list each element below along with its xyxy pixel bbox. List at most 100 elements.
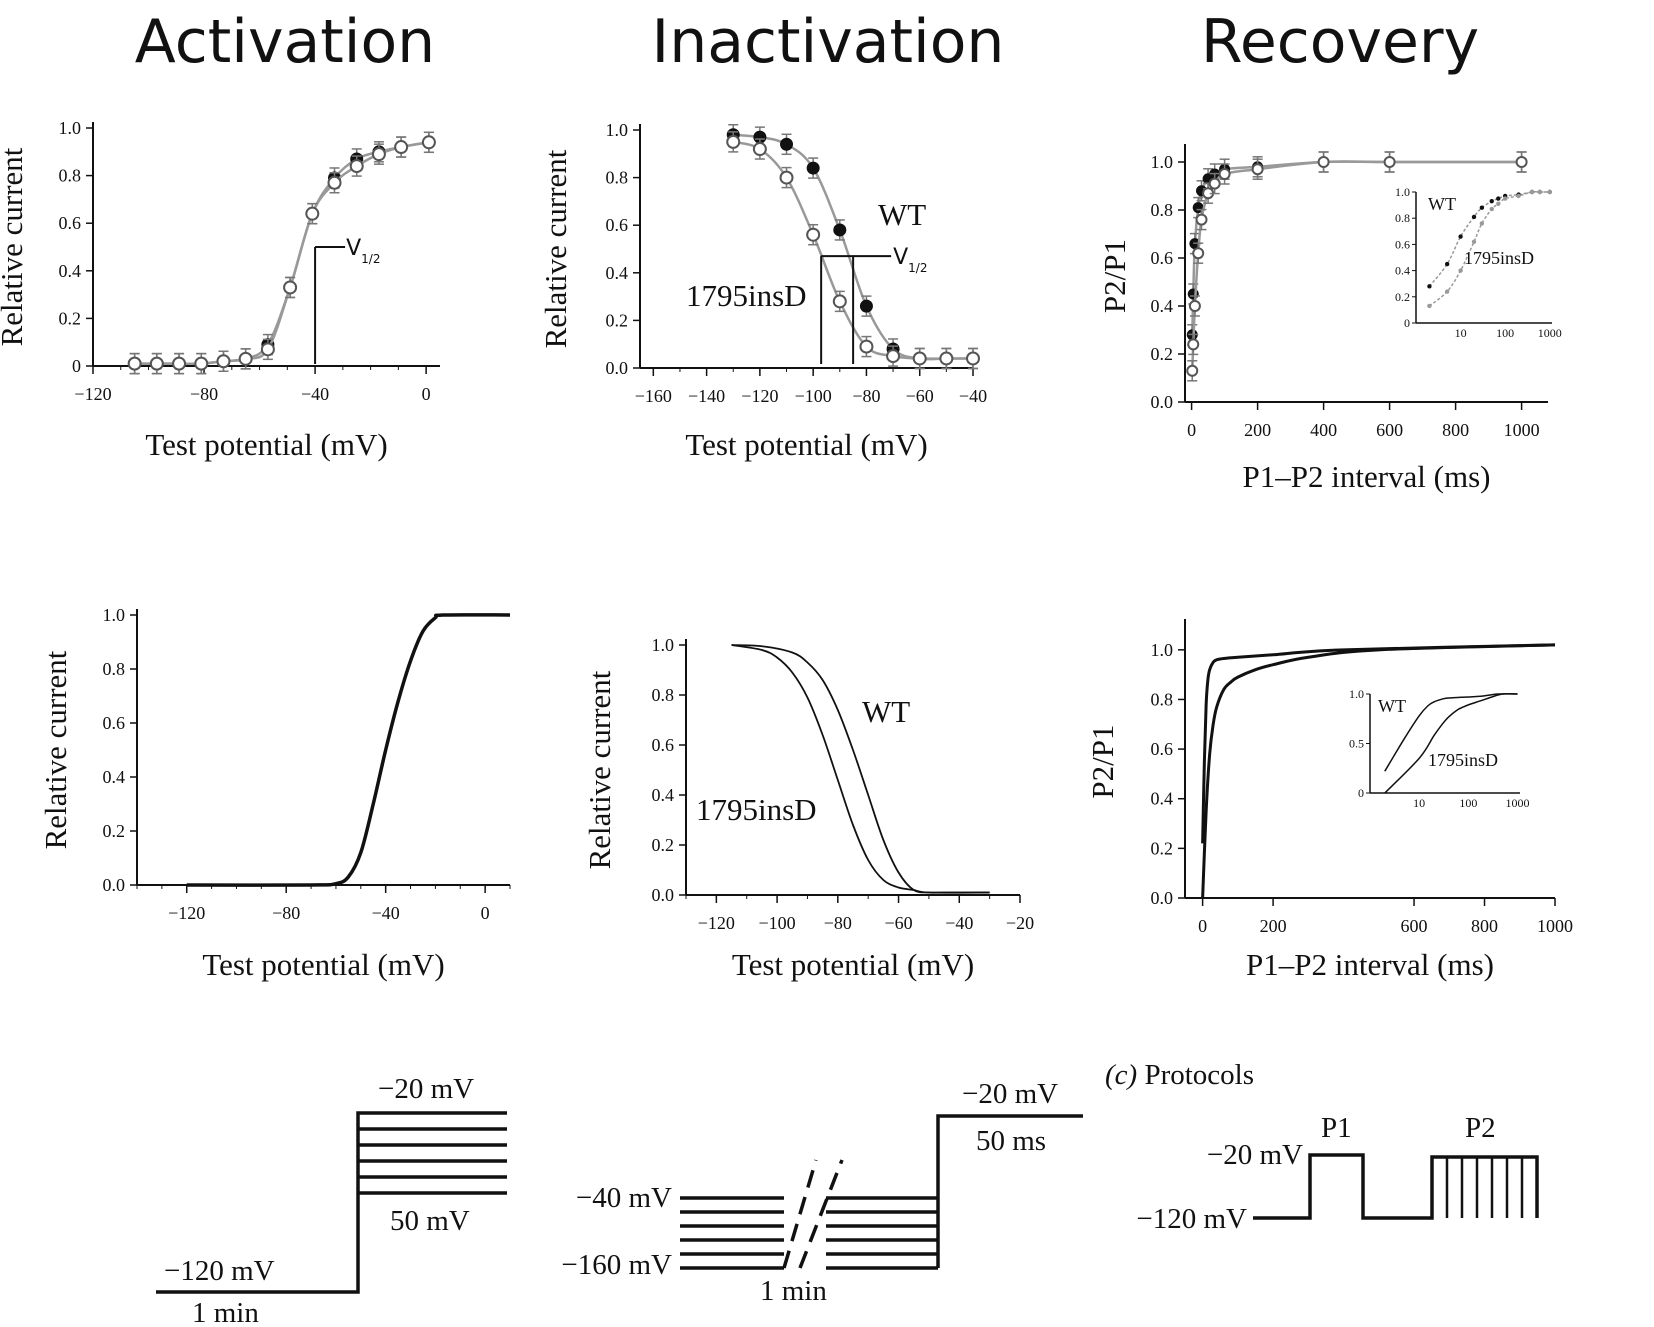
x-tick-label: −60	[906, 386, 934, 406]
recovery-data-inset: 0 0.2 0.4 0.6 0.8 1.0 10 100 1000 WT 1795insD	[1395, 185, 1562, 340]
recovery-protocol-heading-text: Protocols	[1137, 1059, 1254, 1091]
x-axis-label: Test potential (mV)	[202, 947, 444, 982]
y-tick-label: 0.6	[652, 735, 675, 755]
recovery-protocol-trace	[1253, 1153, 1539, 1220]
inactivation-protocol-break	[782, 1159, 818, 1269]
inset-x-tick-label: 10	[1455, 326, 1467, 340]
inset-point	[1502, 196, 1508, 201]
data-point	[349, 159, 364, 174]
x-tick-label: 0	[1198, 916, 1207, 936]
inactivation-protocol-duration-label-2: 1 min	[760, 1275, 827, 1307]
recovery-protocol-diagram	[1253, 1153, 1539, 1220]
data-point	[806, 227, 821, 242]
y-tick-label: 1.0	[1151, 640, 1174, 660]
data-point	[1208, 177, 1221, 190]
model-curve-wt	[731, 644, 990, 894]
inset-x-tick-label: 100	[1459, 796, 1477, 810]
x-tick-label: 0	[422, 384, 431, 404]
fit-curve	[732, 140, 973, 360]
inset-y-tick-label: 0.2	[1395, 290, 1410, 304]
data-point	[194, 356, 209, 371]
inactivation-model-chart: 0.0 0.2 0.4 0.6 0.8 1.0 −120 −100 −80 −60 −40 −20 Te…	[582, 635, 1034, 982]
y-tick-label: 1.0	[606, 120, 629, 140]
y-tick-label: 0.8	[1151, 200, 1174, 220]
data-point	[260, 342, 275, 357]
x-tick-label: −120	[698, 913, 735, 933]
data-point	[886, 349, 901, 364]
inset-point	[1537, 189, 1543, 195]
x-tick-label: 1000	[1504, 420, 1540, 440]
x-tick-label: −40	[959, 386, 987, 406]
inset-point	[1489, 198, 1494, 204]
x-tick-label: 200	[1244, 420, 1271, 440]
y-tick-label: 0.6	[103, 713, 126, 733]
inset-point	[1444, 261, 1450, 267]
recovery-protocol-p1-label: P1	[1321, 1112, 1352, 1144]
inactivation-protocol-trace	[936, 1114, 1083, 1268]
inset-label-mutant: 1795insD	[1428, 750, 1498, 770]
data-point	[939, 351, 954, 366]
activation-protocol-hold-label: −120 mV	[164, 1255, 275, 1287]
series-label-mutant: 1795insD	[686, 278, 807, 313]
inactivation-protocol-duration-label: 50 ms	[976, 1125, 1046, 1157]
y-tick-label: 0.0	[1151, 888, 1174, 908]
y-axis-label: Relative current	[38, 650, 73, 849]
inset-x-tick-label: 1000	[1506, 796, 1530, 810]
inset-point	[1479, 221, 1485, 226]
inactivation-protocol-lower-label: −160 mV	[561, 1249, 672, 1281]
inset-point	[1496, 196, 1501, 201]
inset-point	[1427, 303, 1432, 309]
inset-point	[1458, 268, 1463, 273]
y-tick-label: 1.0	[652, 635, 675, 655]
y-tick-label: 0.6	[606, 215, 629, 235]
inset-point	[1529, 189, 1535, 195]
data-point	[1515, 156, 1528, 168]
inset-x-tick-label: 10	[1413, 796, 1425, 810]
x-tick-label: −20	[1006, 913, 1034, 933]
recovery-protocol-p2-label: P2	[1465, 1112, 1496, 1144]
recovery-model-inset: 0 0.5 1.0 10 100 1000 WT 1795insD	[1349, 687, 1530, 810]
y-tick-label: 0.6	[1151, 248, 1174, 268]
x-axis-label: Test potential (mV)	[732, 947, 974, 982]
y-tick-label: 0.4	[652, 785, 675, 805]
v-half-label: V1/2	[893, 245, 927, 275]
v-half-subscript: 1/2	[361, 252, 380, 266]
y-tick-label: 0.8	[652, 685, 675, 705]
data-point	[421, 135, 436, 150]
inset-point	[1458, 234, 1463, 239]
inactivation-protocol-diagram	[680, 1114, 1083, 1270]
inset-curve	[1384, 693, 1518, 794]
y-tick-label: 1.0	[103, 605, 126, 625]
activation-model-chart: 0.0 0.2 0.4 0.6 0.8 1.0 −120 −80 −40 0 Test potent…	[38, 605, 511, 982]
data-point	[1218, 168, 1231, 180]
y-tick-label: 0.0	[103, 875, 126, 895]
data-point	[283, 280, 298, 295]
y-axis-label: Relative current	[0, 147, 29, 346]
y-tick-label: 0.8	[59, 166, 82, 186]
y-tick-label: 0.6	[1151, 739, 1174, 759]
x-tick-label: 600	[1401, 916, 1428, 936]
x-tick-label: −100	[795, 386, 832, 406]
inset-point	[1471, 239, 1477, 244]
data-point	[779, 170, 794, 185]
data-point	[238, 351, 253, 366]
inset-x-tick-label: 100	[1496, 326, 1514, 340]
model-curve	[186, 613, 511, 887]
data-point	[859, 299, 873, 313]
model-curve-mutant	[731, 644, 990, 894]
data-point	[1192, 247, 1205, 260]
x-tick-label: −40	[945, 913, 973, 933]
data-point	[394, 140, 409, 155]
inset-point	[1427, 284, 1432, 289]
inset-y-tick-label: 1.0	[1395, 185, 1410, 199]
activation-protocol-trace	[156, 1111, 507, 1294]
y-tick-label: 1.0	[1151, 152, 1174, 172]
series-label-wt: WT	[878, 197, 926, 232]
y-tick-label: 0.2	[1151, 838, 1174, 858]
inset-y-tick-label: 0	[1358, 786, 1364, 800]
inset-point	[1479, 205, 1485, 210]
x-tick-label: 0	[1187, 420, 1196, 440]
fit-curve	[134, 141, 430, 366]
x-tick-label: 200	[1260, 916, 1287, 936]
recovery-protocol-heading: (c) Protocols	[1105, 1059, 1254, 1091]
